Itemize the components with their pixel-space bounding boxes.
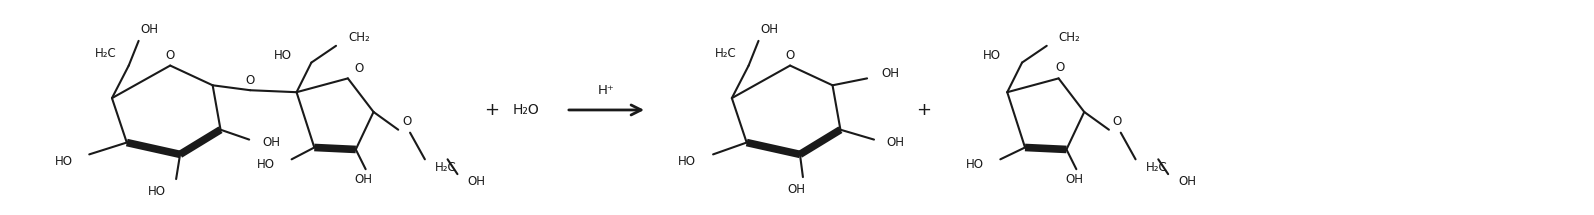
Text: H₂C: H₂C xyxy=(435,161,456,174)
Text: O: O xyxy=(245,74,255,87)
Text: +: + xyxy=(917,101,931,119)
Text: HO: HO xyxy=(966,158,983,171)
Text: HO: HO xyxy=(983,49,1001,62)
Text: OH: OH xyxy=(261,136,281,149)
Text: OH: OH xyxy=(760,23,778,35)
Text: CH₂: CH₂ xyxy=(347,31,370,45)
Text: H₂C: H₂C xyxy=(1146,161,1167,174)
Text: OH: OH xyxy=(1065,173,1084,186)
Text: O: O xyxy=(354,62,363,75)
Text: O: O xyxy=(1055,61,1065,74)
Text: HO: HO xyxy=(54,155,72,168)
Text: OH: OH xyxy=(787,183,805,197)
Text: OH: OH xyxy=(881,67,899,80)
Text: OH: OH xyxy=(140,23,158,35)
Text: H₂O: H₂O xyxy=(512,103,539,117)
Text: H⁺: H⁺ xyxy=(598,84,615,97)
Text: HO: HO xyxy=(148,185,166,198)
Text: HO: HO xyxy=(257,158,274,171)
Text: O: O xyxy=(166,49,175,62)
Text: HO: HO xyxy=(274,49,292,62)
Text: H₂C: H₂C xyxy=(716,47,736,60)
Text: +: + xyxy=(485,101,499,119)
Text: O: O xyxy=(1113,115,1122,128)
Text: O: O xyxy=(786,49,795,62)
Text: OH: OH xyxy=(467,175,485,187)
Text: OH: OH xyxy=(355,173,373,186)
Text: HO: HO xyxy=(679,155,697,168)
Text: CH₂: CH₂ xyxy=(1058,31,1081,45)
Text: H₂C: H₂C xyxy=(96,47,116,60)
Text: O: O xyxy=(402,115,411,128)
Text: OH: OH xyxy=(886,136,905,149)
Text: OH: OH xyxy=(1178,175,1196,187)
